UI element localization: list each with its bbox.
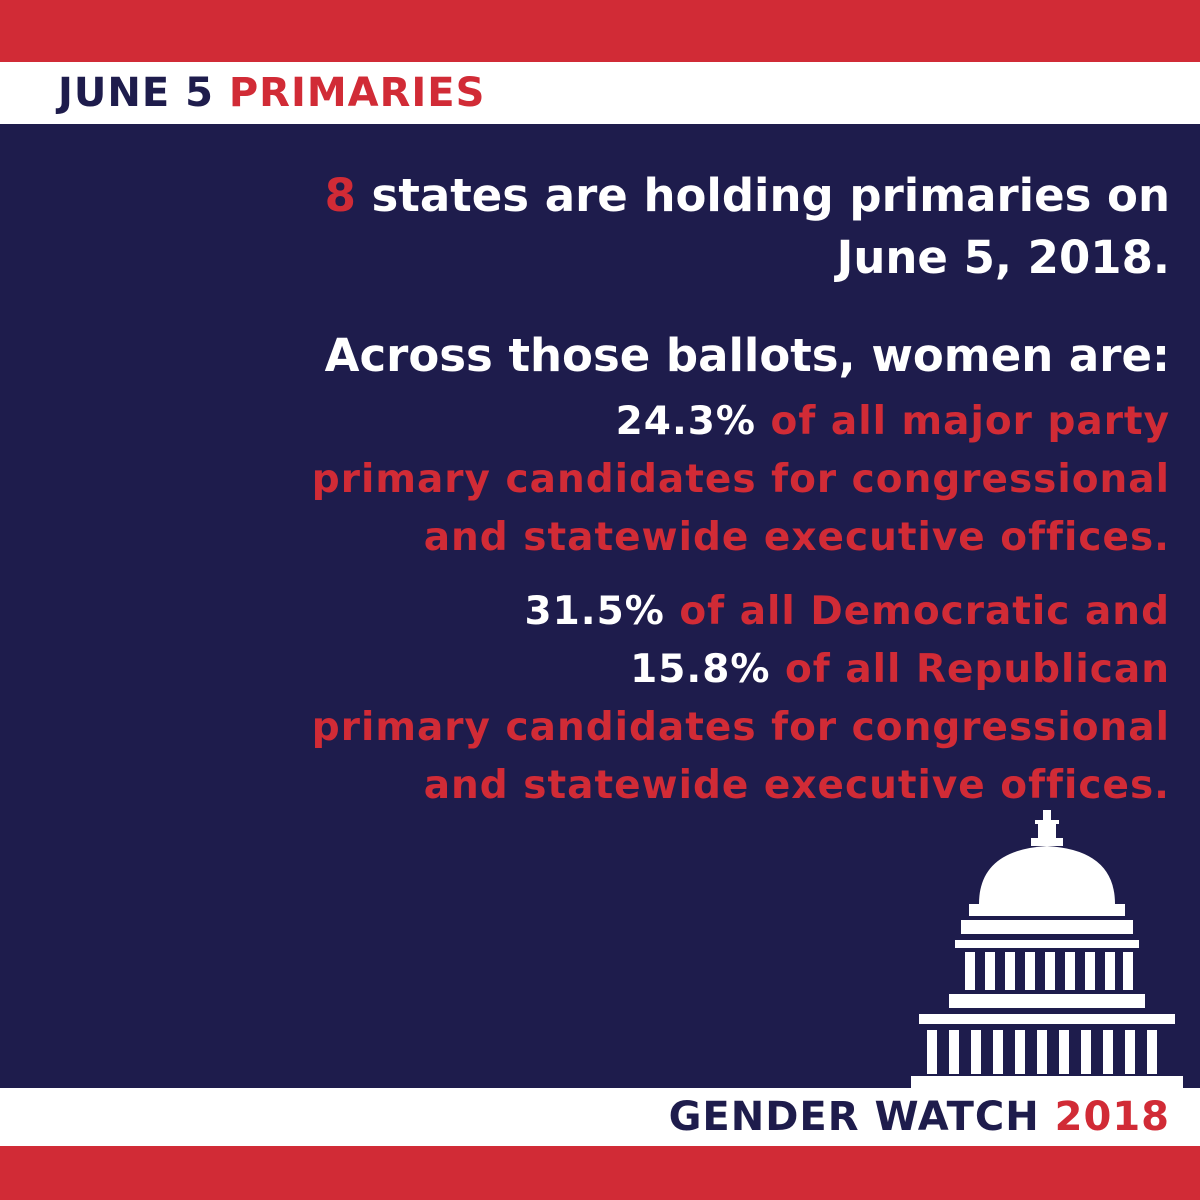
header-title-primaries: PRIMARIES — [228, 70, 486, 116]
footer-brand-name: GENDER WATCH — [668, 1094, 1055, 1140]
intro-line-1-text: states are holding primaries on — [355, 169, 1170, 222]
stat-dem-text: of all Democratic and — [664, 589, 1170, 634]
intro-line-2: June 5, 2018. — [836, 231, 1170, 284]
footer-band — [0, 1088, 1200, 1146]
stat-party: 31.5% of all Democratic and 15.8% of all… — [30, 583, 1170, 815]
stat-dem-percent: 31.5% — [524, 589, 665, 634]
stat-party-line-4: and statewide executive offices. — [423, 763, 1170, 808]
footer-brand: GENDER WATCH 2018 — [669, 1091, 1170, 1143]
footer-brand-year: 2018 — [1054, 1094, 1170, 1140]
intro-line-1: 8 states are holding primaries on — [30, 165, 1170, 227]
intro-statement: 8 states are holding primaries on June 5… — [30, 165, 1170, 289]
stat-rep-text: of all Republican — [770, 647, 1170, 692]
stat-overall-line-1: 24.3% of all major party — [30, 393, 1170, 451]
stat-dem-line: 31.5% of all Democratic and — [30, 583, 1170, 641]
stat-overall-line-2: primary candidates for congressional — [311, 457, 1170, 502]
stat-overall: 24.3% of all major party primary candida… — [30, 393, 1170, 567]
stat-rep-line: 15.8% of all Republican — [30, 641, 1170, 699]
state-count: 8 — [324, 169, 356, 222]
header-title: JUNE 5 PRIMARIES — [58, 67, 485, 119]
top-red-stripe — [0, 0, 1200, 62]
stat-overall-line-1-text: of all major party — [755, 399, 1170, 444]
header-title-date: JUNE 5 — [58, 70, 229, 116]
header-band — [0, 62, 1200, 124]
capitol-icon — [911, 810, 1183, 1090]
stat-overall-percent: 24.3% — [615, 399, 756, 444]
lead-statement: Across those ballots, women are: — [324, 329, 1170, 382]
bottom-red-stripe — [0, 1146, 1200, 1200]
stat-rep-percent: 15.8% — [630, 647, 771, 692]
stat-overall-line-3: and statewide executive offices. — [423, 515, 1170, 560]
stat-party-line-3: primary candidates for congressional — [311, 705, 1170, 750]
